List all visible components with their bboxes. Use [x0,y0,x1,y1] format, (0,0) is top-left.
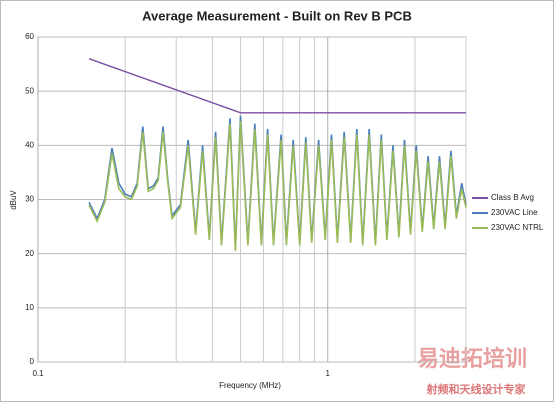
y-tick-label: 60 [25,32,34,41]
y-tick-label: 10 [25,303,34,312]
x-tick-label: 0.1 [32,369,44,378]
y-axis-title: dBuV [9,190,18,210]
y-tick-label: 20 [25,249,34,258]
x-tick-label: 1 [326,369,331,378]
y-tick-label: 50 [25,86,34,95]
y-tick-label: 0 [30,357,35,366]
x-axis-title: Frequency (MHz) [219,381,281,390]
legend-label: 230VAC NTRL [491,223,544,232]
series-line [88,120,467,252]
watermark: 易迪拓培训 [417,346,527,372]
legend-label: 230VAC Line [491,208,538,217]
y-tick-label: 40 [25,140,34,149]
watermark: 射频和天线设计专家 [426,382,527,396]
series-line [88,58,466,114]
y-tick-label: 30 [25,195,34,204]
chart-title: Average Measurement - Built on Rev B PCB [142,8,412,23]
legend-label: Class B Avg [491,193,534,202]
